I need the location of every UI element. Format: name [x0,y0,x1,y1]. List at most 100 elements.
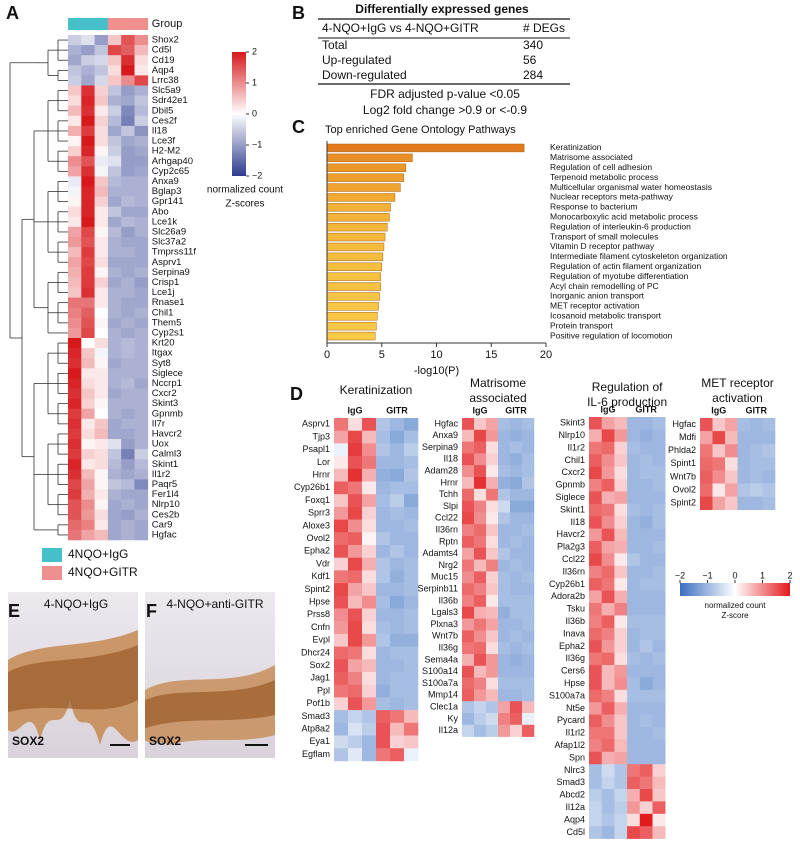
row-label: Abcd2 [559,790,585,800]
heatmap-cell [134,196,149,207]
heatmap-cell [486,713,499,726]
heatmap-cell [81,75,95,86]
heatmap-cell [121,499,135,510]
heatmap-cell [498,453,511,466]
heatmap-cell [348,506,363,520]
heatmap-cell [121,176,135,187]
heatmap-cell [348,735,363,749]
heatmap-cell [462,547,475,560]
heatmap-cell [652,417,666,430]
heatmap-cell [81,115,95,127]
heatmap-cell [614,541,628,554]
category-label: Response to bacterium [550,202,637,212]
heatmap-cell [348,443,363,457]
heatmap-cell [81,327,95,339]
heatmap-cell [601,503,615,517]
heatmap-cell [639,590,653,604]
heatmap-cell [134,388,149,399]
heatmap-cell [652,789,666,802]
row-label: Cyp26b1 [549,579,585,589]
heatmap-cell [522,441,535,454]
heatmap-cell [486,429,499,442]
heatmap-cell [627,776,641,790]
heatmap-cell [601,727,615,740]
row-label: Inava [563,628,585,638]
heatmap-cell [404,468,419,482]
heatmap-cell [334,532,349,546]
heatmap-cell [121,146,135,157]
colorbar-tick-label: 0 [732,570,737,580]
heatmap-cell [700,418,713,432]
heatmap-cell [81,519,95,531]
bar [326,193,396,202]
heatmap-cell [348,557,363,571]
heatmap-cell [107,317,122,329]
category-label: Regulation of cell adhesion [550,162,652,172]
heatmap-cell [121,115,135,127]
heatmap-cell [107,277,122,288]
heatmap-cell [639,689,653,703]
row-label: Pof1b [306,698,330,708]
heatmap-cell [652,813,666,827]
heatmap-cell [639,665,653,678]
heatmap-cell [486,524,499,537]
heatmap-cell [712,418,726,432]
bar [326,153,413,163]
heatmap-cell [522,583,535,596]
heatmap-cell [94,499,109,510]
group-title: Group [152,18,183,30]
heatmap-cell [601,516,615,529]
heatmap-cell [589,441,602,455]
heatmap-cell [121,267,135,278]
row-label: Adam28 [424,465,458,475]
heatmap-cell [68,166,82,177]
heatmap-cell [68,338,82,349]
heatmap-cell [376,684,391,698]
colorbar-label: Z-scores [226,199,265,210]
heatmap-cell [107,479,122,490]
micrograph: F 4-NQO+anti-GITR SOX2 [145,592,275,758]
bar [326,173,404,182]
heatmap-cell [589,466,602,480]
row-label: Syt8 [152,358,171,369]
row-label: Ccl22 [435,513,458,523]
heatmap-cell [134,297,149,308]
heatmap-cell [134,267,149,278]
row-label: Lce1j [152,287,175,298]
heatmap-cell [522,418,535,431]
heatmap-cell [107,519,122,531]
heatmap-cell [462,488,475,501]
heatmap-cell [737,470,751,484]
heatmap-cell [134,257,149,268]
heatmap-cell [376,532,391,546]
heatmap-cell [462,477,475,490]
row-label: Epha2 [304,546,330,556]
colorbar-tick-label: −1 [702,570,712,580]
heatmap-cell [601,714,615,728]
row-label: Il36rn [435,524,458,534]
row-label: Spint2 [304,584,330,594]
heatmap-cell [614,789,628,802]
heatmap-cell [474,701,487,714]
heatmap-cell [639,826,653,839]
heatmap-cell [94,115,109,127]
heatmap-cell [474,595,487,608]
heatmap-cell [121,247,135,258]
heatmap-cell [462,689,475,702]
heatmap-cell [121,136,135,147]
row-label: Spn [569,752,585,762]
heatmap-cell [474,571,487,584]
heatmap-cell [68,247,82,258]
heatmap-cell [134,368,149,379]
heatmap-cell [390,633,405,647]
heatmap-cell [68,388,82,399]
heatmap-cell [486,512,499,525]
heatmap-cell [348,659,363,673]
heatmap-cell [121,368,135,379]
heatmap-cell [725,470,738,484]
heatmap-cell [121,317,135,329]
heatmap-cell [486,654,499,667]
heatmap-cell [376,748,391,762]
heatmap-cell [762,483,776,497]
group-header: IgG [601,404,616,414]
